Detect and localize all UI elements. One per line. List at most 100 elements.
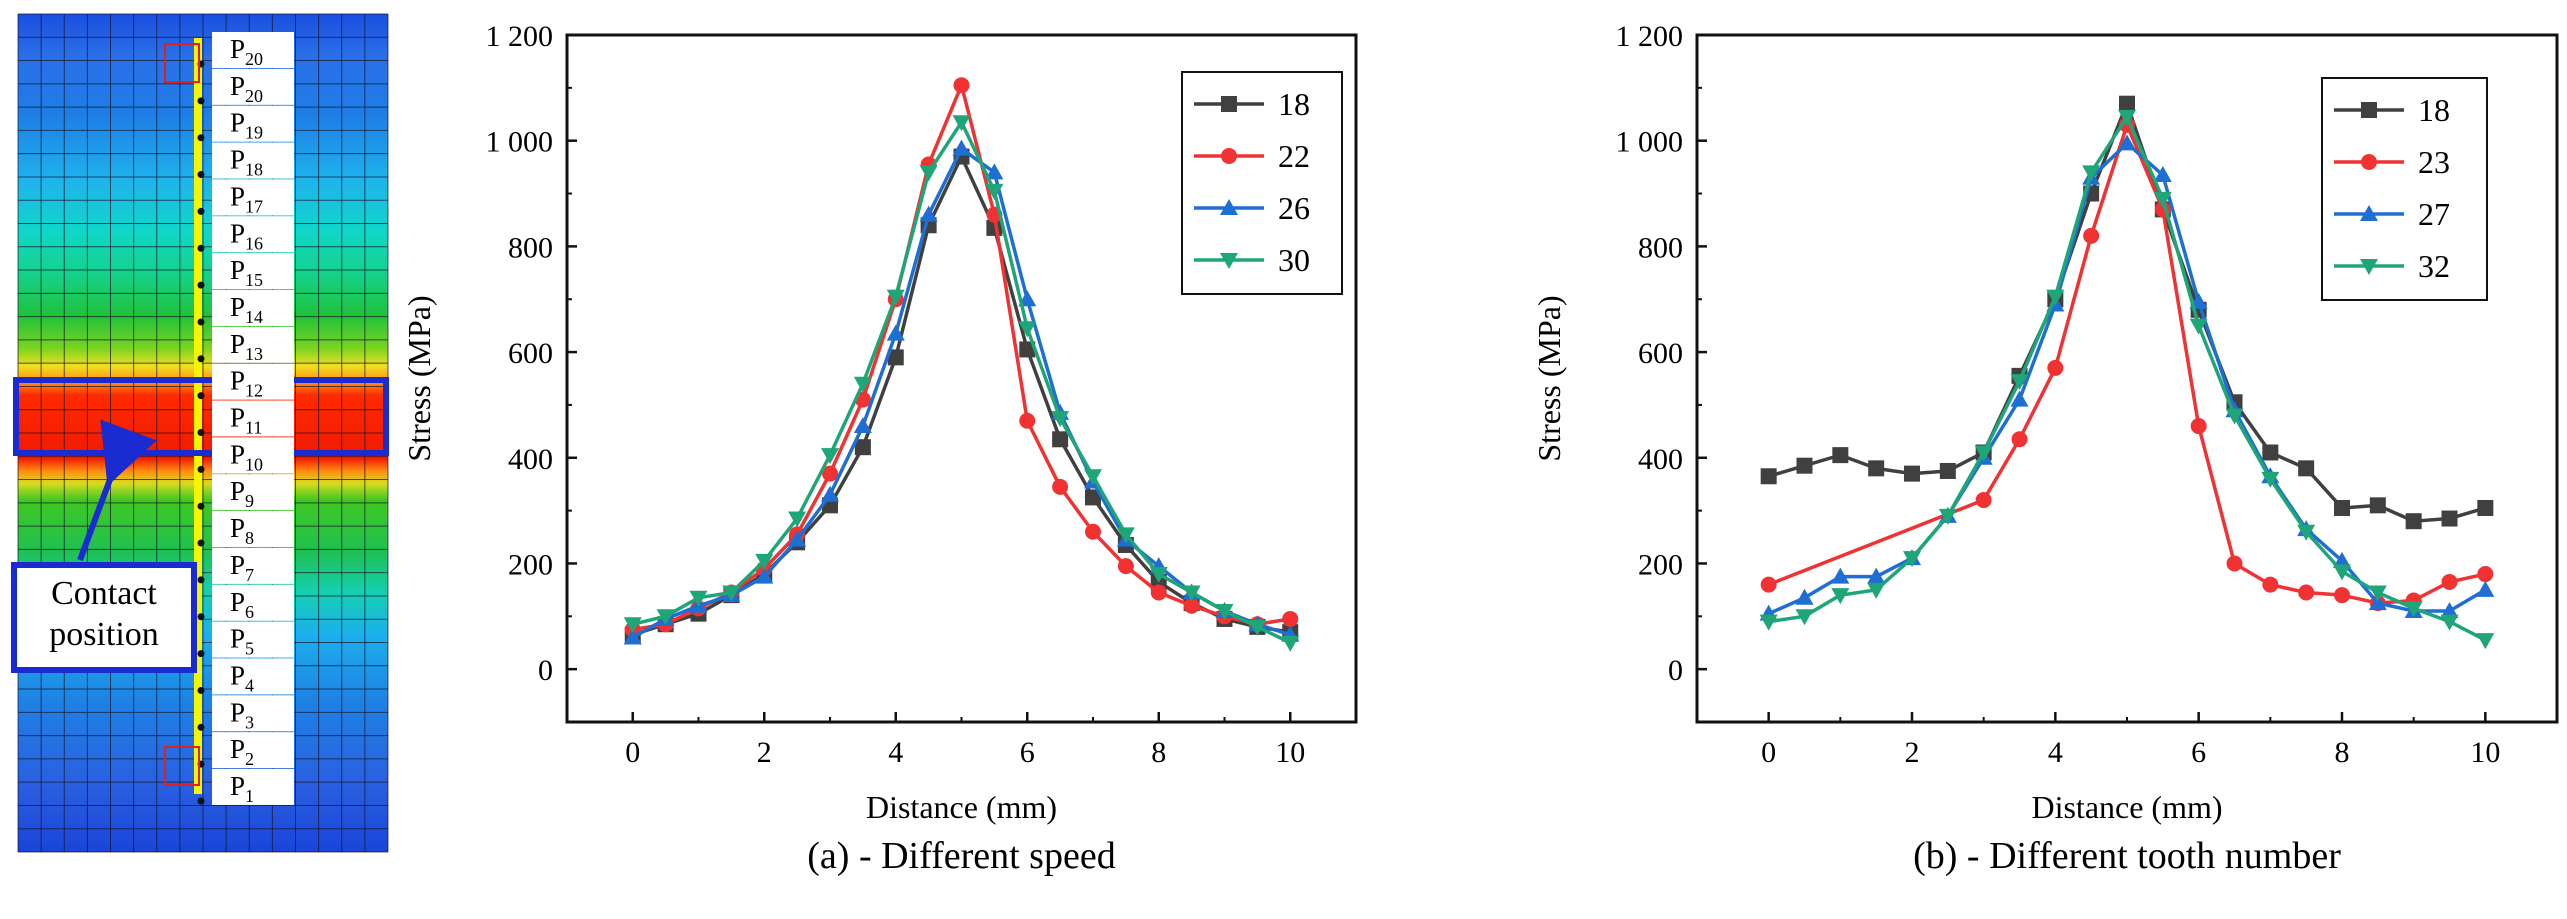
point-label-bg: [212, 658, 294, 695]
data-point-30: [919, 165, 938, 182]
chart-caption: (a) - Different speed: [807, 835, 1115, 877]
point-label-bg: [212, 289, 294, 326]
legend-marker: [1221, 148, 1237, 164]
legend-marker: [2360, 205, 2378, 221]
point-label: P20: [230, 71, 263, 106]
contact-callout-box: [11, 562, 197, 673]
point-label: P7: [230, 550, 254, 585]
data-point-18: [2405, 513, 2422, 530]
data-point-32: [2082, 165, 2101, 182]
data-point-30: [1051, 411, 1070, 428]
series-26: [623, 139, 1300, 645]
legend-label: 30: [1278, 242, 1310, 278]
data-point-22: [822, 465, 838, 482]
data-point-18: [2477, 499, 2494, 516]
data-point-32: [1831, 588, 1850, 605]
series-30: [623, 115, 1300, 652]
data-point-23: [2334, 587, 2350, 604]
data-point-30: [1182, 585, 1201, 602]
legend-label: 18: [1278, 86, 1310, 122]
measurement-path: [194, 38, 202, 794]
point-dot: [197, 134, 205, 142]
data-point-18: [887, 349, 904, 366]
y-tick-label: 600: [1638, 337, 1683, 370]
point-dot: [197, 613, 205, 621]
point-label: P10: [230, 439, 263, 474]
data-point-18: [1868, 460, 1885, 477]
x-tick-label: 4: [2048, 736, 2063, 769]
point-label: P16: [230, 218, 263, 253]
data-point-18: [1939, 462, 1956, 479]
data-point-22: [1183, 597, 1200, 614]
data-point-23: [2011, 431, 2028, 448]
y-tick-label: 800: [1638, 231, 1683, 264]
data-point-30: [1248, 619, 1267, 636]
data-point-30: [886, 289, 905, 306]
point-label: P15: [230, 255, 263, 290]
x-tick-label: 10: [1275, 736, 1305, 769]
legend-marker: [2360, 259, 2378, 275]
point-label-bg: [212, 216, 294, 253]
data-point-30: [952, 115, 971, 132]
legend-marker: [2361, 154, 2377, 170]
legend: 18 23 27 32: [2321, 77, 2488, 301]
data-point-32: [2476, 633, 2495, 650]
data-point-23: [2441, 573, 2458, 590]
series-32: [1759, 109, 2495, 650]
point-label: P13: [230, 329, 263, 364]
data-point-18: [2262, 444, 2279, 461]
data-point-30: [1018, 321, 1037, 338]
data-point-18: [1760, 468, 1777, 485]
legend-marker: [1220, 199, 1238, 215]
point-dot: [197, 244, 205, 252]
x-tick-label: 6: [1020, 736, 1035, 769]
data-point-30: [788, 511, 807, 528]
point-label-bg: [212, 621, 294, 658]
data-point-18: [1085, 489, 1101, 506]
fea-contour-panel: P20P20P19P18P17P16P15P14P13P12P11P10P9P8…: [11, 13, 389, 853]
data-point-26: [853, 417, 872, 434]
data-point-23: [2226, 555, 2243, 572]
point-label: P9: [230, 476, 254, 511]
data-point-27: [1795, 588, 1814, 605]
data-point-30: [623, 617, 642, 634]
data-point-30: [853, 376, 872, 393]
x-tick-label: 0: [1761, 736, 1776, 769]
point-label: P14: [230, 292, 263, 327]
data-point-32: [2118, 109, 2136, 126]
data-point-27: [2118, 134, 2136, 151]
data-point-26: [919, 205, 938, 222]
legend-box: [1181, 71, 1343, 295]
data-point-18: [2441, 510, 2458, 527]
y-tick-label: 600: [508, 337, 553, 370]
point-label: P12: [230, 366, 263, 401]
y-tick-label: 1 000: [1616, 126, 1684, 159]
data-point-22: [1019, 412, 1036, 429]
data-point-23: [2083, 227, 2100, 244]
point-dot: [197, 539, 205, 547]
data-point-32: [2404, 601, 2423, 618]
x-tick-label: 2: [1905, 736, 1920, 769]
data-point-32: [2046, 289, 2065, 306]
point-label-bg: [212, 584, 294, 621]
data-point-18: [1052, 431, 1069, 448]
data-point-22: [1150, 584, 1167, 601]
data-point-27: [2153, 166, 2172, 183]
data-point-26: [952, 139, 971, 156]
point-label-bg: [212, 400, 294, 437]
legend-label: 18: [2418, 92, 2450, 128]
point-label: P3: [230, 697, 254, 732]
data-point-32: [2153, 191, 2172, 208]
legend-label: 32: [2418, 248, 2450, 284]
data-point-32: [2225, 408, 2244, 425]
point-dot: [197, 207, 205, 215]
legend-marker: [1220, 253, 1238, 269]
point-label: P8: [230, 513, 254, 548]
data-point-30: [821, 448, 839, 465]
point-label: P6: [230, 587, 254, 622]
x-tick-label: 8: [2335, 736, 2350, 769]
data-point-32: [2297, 524, 2316, 541]
y-tick-label: 400: [1638, 443, 1683, 476]
data-point-22: [1052, 478, 1069, 495]
